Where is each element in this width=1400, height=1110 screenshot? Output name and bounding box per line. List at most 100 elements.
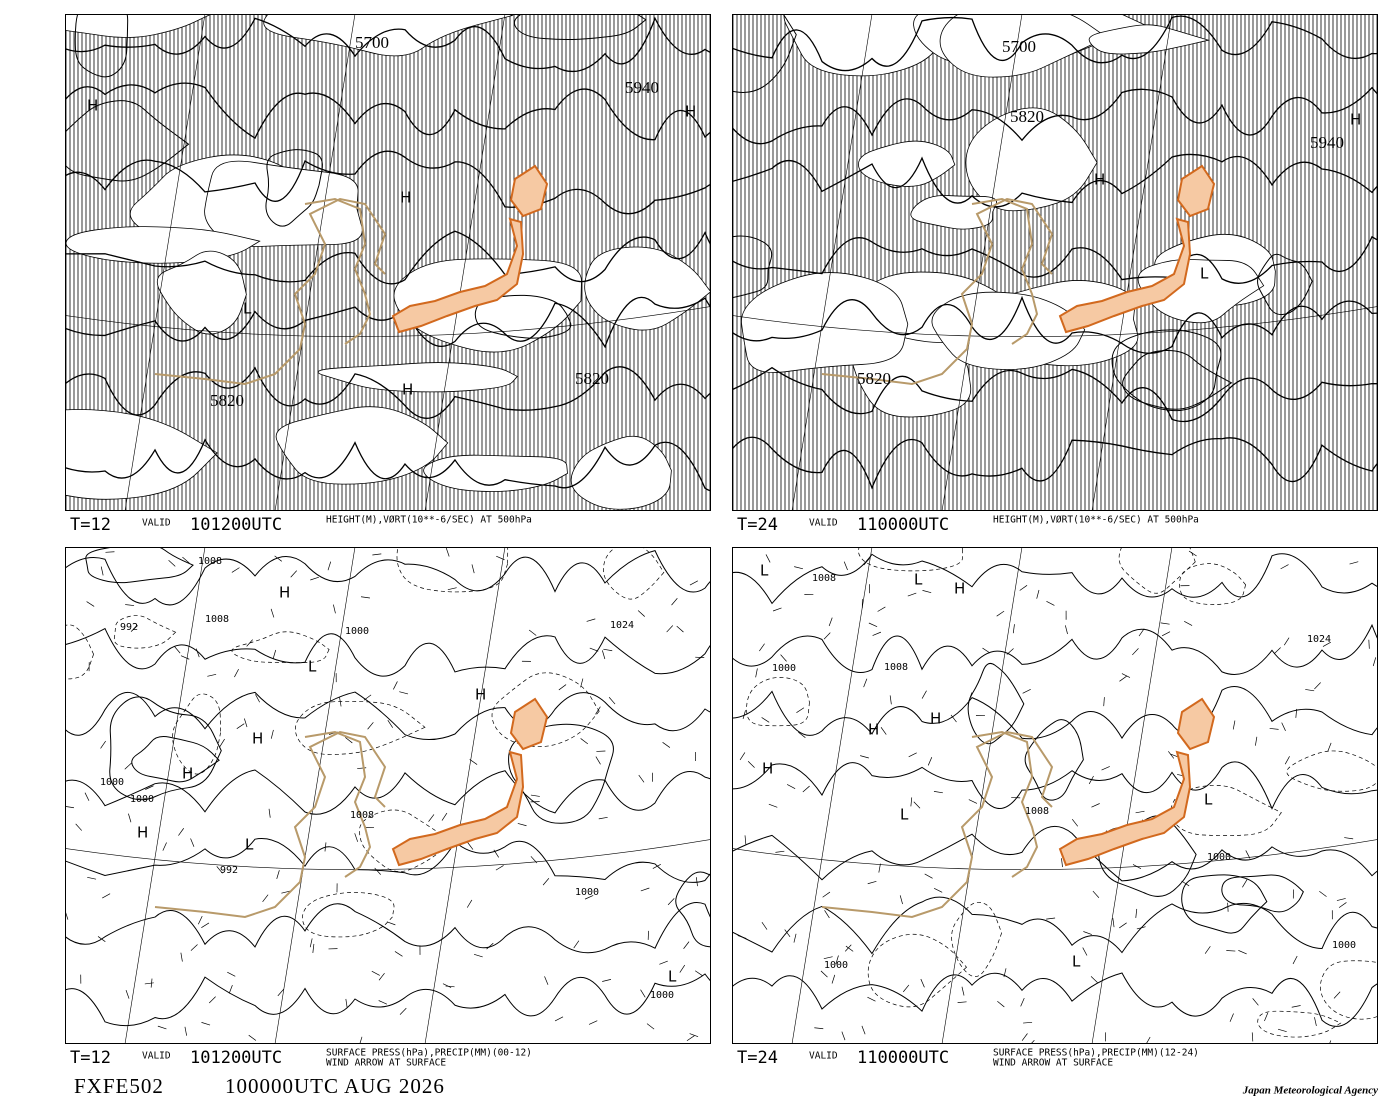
panel-surface-t12: 1008 1008 1000 1024 992 1000 1000 1008 9… <box>65 547 711 1044</box>
clear-area <box>263 14 514 57</box>
wind-arrow <box>784 929 791 938</box>
contour-line <box>65 691 711 741</box>
closed-contour <box>1181 874 1268 934</box>
wind-arrow <box>441 812 448 821</box>
wind-arrow <box>796 707 805 713</box>
contour-line <box>732 761 1378 810</box>
meridian <box>424 547 506 1044</box>
wind-arrow <box>584 895 594 900</box>
wind-arrow <box>747 761 755 768</box>
closed-contour <box>513 14 647 41</box>
wind-arrow <box>824 910 830 919</box>
precip-contour <box>1179 563 1246 605</box>
wind-arrow <box>1169 753 1179 758</box>
japan <box>1058 697 1216 867</box>
closed-contour <box>265 149 323 227</box>
wind-arrow <box>772 607 782 612</box>
precip-contour <box>951 901 1003 977</box>
precip-contour <box>1286 750 1378 792</box>
height-label: 5820 <box>575 369 609 388</box>
wind-arrow <box>201 922 210 928</box>
wind-arrow <box>860 755 869 759</box>
wind-arrow <box>640 989 646 998</box>
wind-arrow <box>744 835 747 845</box>
wind-arrow <box>312 943 315 953</box>
precip-contour <box>746 677 810 727</box>
wind-arrow <box>689 580 699 586</box>
contour-line <box>65 627 711 677</box>
closed-contour <box>1024 719 1084 801</box>
wind-arrow <box>878 863 881 873</box>
isobar-label: 1000 <box>575 887 599 898</box>
low-marker: L <box>1204 791 1213 809</box>
wind-arrow <box>1264 1012 1269 1022</box>
wind-arrow <box>128 813 132 823</box>
wind-arrow <box>178 828 184 836</box>
caption: T=24 VALID 110000UTC HEIGHT(M),VØRT(10**… <box>737 515 1199 536</box>
contour-line <box>732 825 1378 882</box>
wind-arrow <box>1349 561 1359 565</box>
height-label: 5820 <box>857 369 891 388</box>
panel-frame <box>65 14 711 511</box>
wind-arrow <box>820 970 828 978</box>
wind-arrow <box>86 601 95 607</box>
wind-arrow <box>442 983 452 988</box>
wind-arrow <box>216 866 223 874</box>
wind-arrow <box>168 560 176 567</box>
wind-arrow <box>182 556 190 564</box>
high-marker: H <box>87 97 98 115</box>
wind-arrow <box>1132 648 1139 656</box>
wind-arrow <box>913 801 921 809</box>
precip-contour <box>172 693 221 775</box>
contour-line <box>732 366 1378 423</box>
wind-arrow <box>1135 810 1145 814</box>
contour-line <box>65 973 711 1027</box>
wind-arrow <box>910 797 913 807</box>
wind-arrow <box>899 895 903 905</box>
isobar-label: 1000 <box>345 626 369 637</box>
description: HEIGHT(M),VØRT(10**-6/SEC) AT 500hPa <box>993 515 1199 526</box>
wind-arrow <box>270 608 275 618</box>
wind-arrow <box>130 625 138 632</box>
wind-arrow <box>374 867 381 875</box>
wind-arrow <box>180 655 190 660</box>
wind-arrow <box>637 610 645 617</box>
forecast-step: T=12 <box>70 515 111 535</box>
precip-contour <box>867 933 968 1008</box>
high-marker: H <box>1350 111 1361 129</box>
precip-contour <box>359 809 454 872</box>
wind-arrow <box>1161 631 1171 637</box>
wind-arrow <box>1269 728 1279 730</box>
caption: T=24 VALID 110000UTC SURFACE PRESS(hPa),… <box>737 1048 1199 1069</box>
wind-arrow <box>1245 850 1251 859</box>
wind-arrow <box>924 873 933 879</box>
wind-arrow <box>65 716 67 718</box>
wind-arrow <box>843 561 848 571</box>
wind-arrow <box>102 893 111 899</box>
wind-arrow <box>1119 675 1127 682</box>
low-marker: L <box>1200 265 1209 283</box>
wind-arrow <box>662 742 671 748</box>
clear-area <box>570 435 672 510</box>
wind-arrow <box>75 823 82 831</box>
wind-arrow <box>1021 1033 1028 1041</box>
wind-arrow <box>908 752 917 758</box>
wind-arrow <box>1168 751 1175 759</box>
high-marker: H <box>137 824 148 842</box>
wind-arrow <box>968 799 978 804</box>
forecast-step: T=12 <box>70 1048 111 1068</box>
wind-arrow <box>1064 625 1068 635</box>
closed-contour <box>1122 349 1233 410</box>
clear-area <box>931 291 1086 370</box>
wind-arrow <box>739 752 746 761</box>
wind-arrow <box>1046 917 1056 920</box>
meridian <box>274 547 356 1044</box>
wind-arrow <box>100 566 104 576</box>
wind-arrow <box>1314 1017 1317 1027</box>
contour-line <box>732 896 1378 955</box>
wind-arrow <box>933 791 943 794</box>
wind-arrow <box>473 953 483 958</box>
isobar-label: 992 <box>220 865 238 876</box>
wind-arrow <box>517 823 527 827</box>
wind-arrow <box>907 592 917 597</box>
